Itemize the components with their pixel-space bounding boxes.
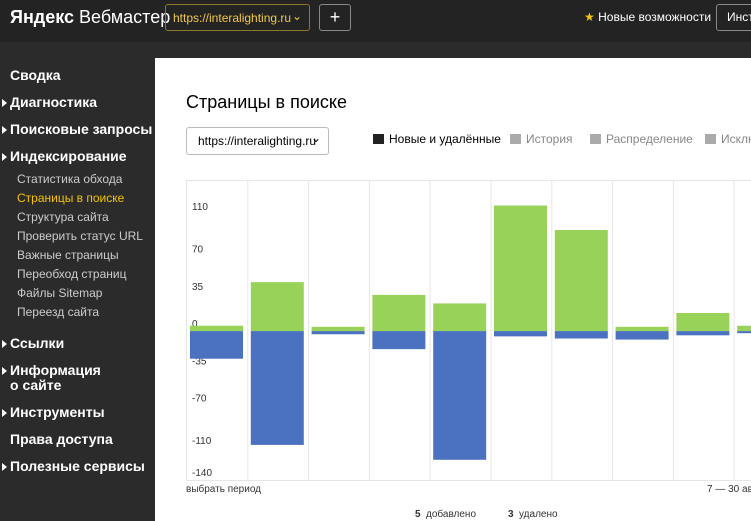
- bar: [372, 331, 426, 350]
- chevron: ⌄: [311, 131, 322, 145]
- add-site-button[interactable]: +: [319, 4, 351, 31]
- submenu-item[interactable]: Структура сайта: [17, 210, 109, 224]
- y-tick-label: -70: [192, 394, 207, 405]
- site-select[interactable]: https://interalighting.ru ⌄: [186, 127, 329, 155]
- menu-item[interactable]: Полезные сервисы: [0, 453, 155, 480]
- news-link[interactable]: ★ Новые возможности: [584, 10, 711, 24]
- bar: [433, 303, 487, 332]
- bar: [311, 331, 365, 335]
- tab[interactable]: История: [510, 132, 573, 146]
- bar: [494, 205, 547, 332]
- submenu-item[interactable]: Переезд сайта: [17, 305, 100, 319]
- bar: [250, 282, 304, 332]
- submenu-item[interactable]: Проверить статус URL: [17, 229, 143, 243]
- period-link[interactable]: выбрать период: [186, 483, 261, 495]
- tab[interactable]: Исклю: [705, 132, 751, 146]
- bar: [554, 331, 608, 339]
- legend-label[interactable]: добавлено: [426, 508, 476, 520]
- tab[interactable]: Новые и удалённые: [373, 132, 501, 146]
- menu-item[interactable]: Информация о сайте: [0, 357, 101, 399]
- bar: [494, 331, 547, 337]
- logo[interactable]: Яндекс Вебмастер: [10, 7, 170, 28]
- plot-frame: [186, 180, 751, 481]
- menu-item[interactable]: Ссылки: [0, 330, 155, 357]
- legend-count: 5: [415, 509, 421, 520]
- y-tick-label: 0: [192, 319, 198, 330]
- header: Яндекс Вебмастер https://interalighting.…: [0, 0, 751, 42]
- bar: [250, 331, 304, 445]
- menu-item[interactable]: Индексирование: [0, 143, 155, 170]
- period: 7 — 30 авг: [707, 484, 751, 495]
- bar: [737, 325, 751, 332]
- y-tick-label: -110: [192, 436, 212, 447]
- submenu-item[interactable]: Переобход страниц: [17, 267, 127, 281]
- bar: [615, 331, 669, 340]
- site-selector[interactable]: https://interalighting.ru ⌄: [165, 4, 310, 31]
- menu-item[interactable]: Сводка: [10, 67, 61, 83]
- bar: [737, 331, 751, 334]
- bar: [190, 325, 243, 332]
- menu-item[interactable]: Права доступа: [10, 431, 113, 447]
- bar: [372, 294, 426, 332]
- submenu-item[interactable]: Страницы в поиске: [17, 191, 125, 205]
- sidebar: Сводка Диагностика Поисковые запросы Индекс…: [0, 62, 155, 480]
- logo-brand: Яндекс: [10, 7, 75, 27]
- menu-item[interactable]: Диагностика: [0, 89, 155, 116]
- bar: [311, 326, 365, 332]
- submenu-item[interactable]: Важные страницы: [17, 248, 119, 262]
- bar: [676, 312, 730, 332]
- site-select-text: https://interalighting.ru: [198, 134, 317, 148]
- tools-button[interactable]: Инст: [716, 4, 751, 31]
- news-text: Новые возможности: [598, 10, 712, 24]
- bar: [554, 230, 608, 332]
- y-tick-label: -35: [192, 356, 207, 367]
- menu-item[interactable]: Инструменты: [0, 399, 155, 426]
- submenu-item[interactable]: Файлы Sitemap: [17, 286, 103, 300]
- bar: [615, 326, 669, 332]
- y-tick-label: 70: [192, 245, 204, 256]
- menu-item[interactable]: Поисковые запросы: [0, 116, 155, 143]
- y-tick-label: -140: [192, 468, 212, 479]
- page-title: Страницы в поиске: [186, 92, 347, 112]
- y-tick-label: 35: [192, 282, 204, 293]
- y-tick-label: 110: [192, 202, 208, 213]
- logo-product: Вебмастер: [79, 7, 171, 27]
- bar: [433, 331, 487, 460]
- tab[interactable]: Распределение: [590, 132, 693, 146]
- bar: [190, 331, 243, 359]
- legend-count: 3: [508, 509, 514, 520]
- site-url: https://interalighting.ru: [173, 11, 292, 25]
- submenu-item[interactable]: Статистика обхода: [17, 172, 123, 186]
- bar: [676, 331, 730, 336]
- star-icon: ★: [584, 10, 595, 24]
- legend-label[interactable]: удалено: [519, 509, 558, 520]
- chevron: ⌄: [292, 9, 303, 23]
